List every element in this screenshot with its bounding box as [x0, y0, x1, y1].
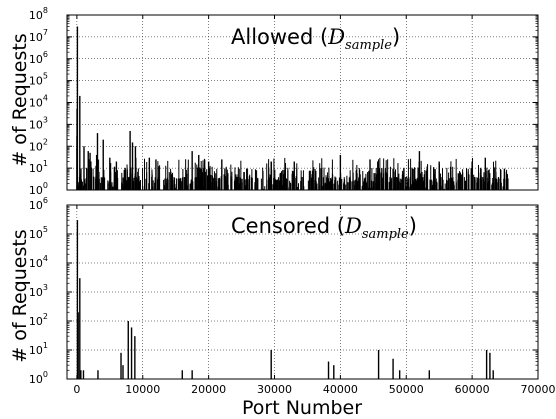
censored-label-suffix: )	[409, 214, 417, 238]
x-axis-title: Port Number	[242, 397, 362, 419]
censored-label-math-subscript: sample	[362, 227, 409, 242]
y-tick-label: 101	[29, 159, 48, 175]
allowed-ytick-labels: 100 101 102 103 104 105 106 107 108	[29, 6, 48, 197]
y-tick-label: 106	[29, 50, 48, 66]
y-tick-label: 102	[29, 137, 48, 153]
censored-bars	[76, 220, 494, 379]
censored-label-prefix: Censored (	[231, 214, 345, 238]
x-tick-label: 30000	[257, 383, 292, 396]
allowed-panel: 100 101 102 103 104 105 106 107 108 Allowed (Dsa…	[9, 6, 539, 197]
y-tick-label: 104	[29, 254, 48, 270]
censored-panel-label: Censored (Dsample)	[231, 214, 417, 242]
y-tick-label: 104	[29, 94, 48, 110]
allowed-label-suffix: )	[392, 25, 400, 49]
y-tick-label: 102	[29, 312, 48, 328]
x-tick-label: 70000	[521, 383, 556, 396]
allowed-label-math-subscript: sample	[345, 38, 392, 53]
censored-y-axis-title: # of Requests	[9, 229, 31, 362]
y-tick-label: 100	[29, 181, 48, 197]
allowed-panel-label: Allowed (Dsample)	[231, 25, 400, 53]
y-tick-label: 107	[29, 28, 48, 44]
censored-ytick-labels: 100 101 102 103 104 105 106	[29, 196, 48, 386]
censored-ticks	[67, 204, 539, 380]
y-tick-label: 105	[29, 72, 48, 88]
y-tick-label: 106	[29, 196, 48, 212]
allowed-ticks	[67, 14, 539, 191]
y-tick-label: 108	[29, 6, 48, 22]
censored-label-math-symbol: D	[344, 214, 362, 238]
y-tick-label: 103	[29, 115, 48, 131]
allowed-bars	[76, 26, 509, 190]
x-tick-label: 10000	[125, 383, 160, 396]
allowed-grid	[67, 15, 538, 190]
x-tick-label: 20000	[191, 383, 226, 396]
allowed-y-axis-title: # of Requests	[9, 33, 31, 166]
y-tick-label: 100	[29, 370, 48, 386]
y-tick-label: 101	[29, 341, 48, 357]
censored-xtick-labels: 0 10000 20000 30000 40000 50000 60000 70000	[73, 383, 555, 396]
x-tick-label: 40000	[323, 383, 358, 396]
y-tick-label: 105	[29, 225, 48, 241]
x-tick-label: 0	[73, 383, 80, 396]
y-tick-label: 103	[29, 283, 48, 299]
x-tick-label: 60000	[455, 383, 490, 396]
allowed-label-math-symbol: D	[327, 25, 345, 49]
x-tick-label: 50000	[389, 383, 424, 396]
censored-panel: 100 101 102 103 104 105 106 0 10000 20000 30000 40…	[9, 196, 556, 396]
allowed-label-prefix: Allowed (	[231, 25, 328, 49]
